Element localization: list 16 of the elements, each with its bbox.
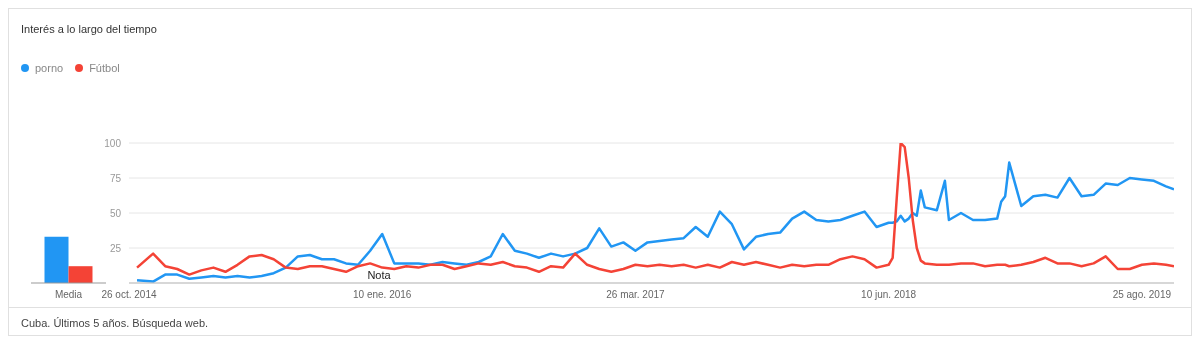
y-tick-label: 50: [109, 207, 122, 219]
x-tick-label: 10 jun. 2018: [861, 289, 917, 301]
x-tick-label: 26 oct. 2014: [101, 289, 157, 301]
y-tick-label: 75: [109, 172, 122, 184]
line-series: [135, 161, 1174, 283]
legend-label: porno: [34, 62, 64, 74]
annotation: Nota: [367, 269, 391, 281]
x-tick-label: 26 mar. 2017: [606, 289, 666, 301]
x-tick-label: Media: [54, 289, 83, 301]
x-tick-label: 25 ago. 2019: [1112, 289, 1172, 301]
y-tick-label: 100: [104, 137, 122, 149]
text: Cuba. Últimos 5 años. Búsqueda web.: [21, 317, 209, 329]
legend-label: Fútbol: [88, 62, 120, 74]
y-tick-label: 25: [109, 242, 122, 254]
chart-title: Interés a lo largo del tiempo: [21, 23, 157, 35]
x-tick-label: 10 ene. 2016: [353, 289, 412, 301]
